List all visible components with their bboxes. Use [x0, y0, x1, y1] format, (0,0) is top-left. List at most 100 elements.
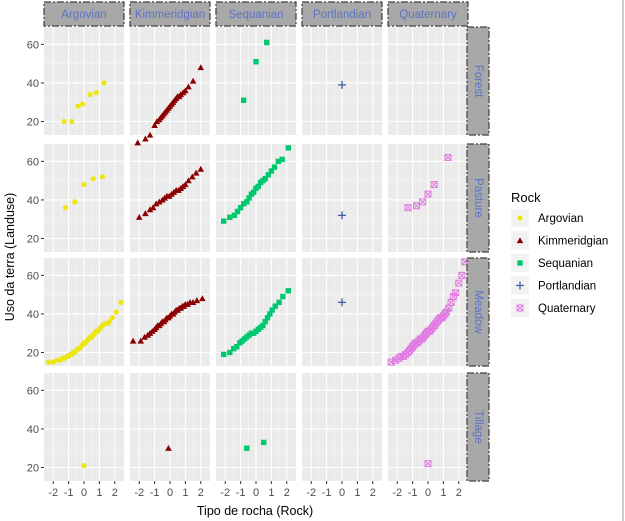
data-point	[99, 174, 106, 180]
facet-panel	[130, 258, 210, 366]
data-point	[189, 299, 197, 305]
data-point	[262, 176, 268, 182]
data-point	[231, 212, 238, 219]
data-point	[90, 176, 96, 182]
data-point	[285, 288, 292, 294]
strip-box	[129, 1, 211, 27]
legend-marker	[516, 281, 524, 290]
data-point	[72, 199, 78, 205]
data-point	[272, 303, 278, 309]
data-point	[87, 91, 93, 98]
x-tick-label: 1	[354, 487, 360, 499]
legend-label: Portlandian	[538, 281, 596, 293]
strip-label: Portlandian	[313, 9, 371, 21]
legend-marker	[516, 304, 524, 312]
data-point	[101, 80, 107, 86]
series-argovian	[46, 80, 124, 469]
y-tick-label: 60	[27, 156, 39, 168]
y-tick-label: 20	[27, 234, 39, 246]
facet-panel	[216, 258, 296, 366]
data-point	[142, 135, 149, 142]
strip-box	[301, 1, 383, 27]
facet-strip-quaternary: Quaternary	[387, 1, 469, 27]
data-point	[338, 80, 346, 89]
legend-key	[511, 209, 529, 227]
data-point	[268, 168, 275, 174]
data-point	[182, 87, 189, 94]
facet-panels	[44, 27, 469, 481]
data-point	[189, 77, 197, 84]
data-point	[193, 297, 201, 304]
strip-box	[466, 143, 490, 253]
data-point	[234, 208, 241, 215]
x-axis-title: Tipo de rocha (Rock)	[197, 504, 313, 518]
data-point	[276, 299, 282, 306]
data-point	[262, 318, 268, 325]
data-point	[146, 131, 154, 138]
data-point	[113, 309, 119, 315]
strip-label: Kimmeridgian	[135, 9, 205, 21]
x-tick-label: 0	[81, 487, 87, 499]
facet-strip-pasture: Pasture	[466, 143, 490, 253]
x-tick-label: -2	[48, 487, 58, 499]
facet-panel	[44, 258, 124, 366]
data-point	[452, 289, 460, 297]
facet-panel	[216, 27, 296, 135]
series-quaternary	[387, 154, 469, 468]
data-point	[134, 139, 141, 146]
facet-panel	[130, 373, 210, 481]
data-point	[106, 319, 112, 325]
data-point	[246, 195, 252, 201]
strip-box	[466, 372, 490, 482]
strip-label: Forest	[472, 65, 484, 98]
series-kimmeridgian	[129, 64, 206, 451]
x-tick-label: 1	[182, 487, 188, 499]
data-point	[424, 190, 432, 198]
data-point	[279, 156, 285, 163]
data-point	[458, 271, 466, 279]
data-point	[79, 101, 86, 107]
data-point	[151, 122, 158, 128]
x-tick-label: -1	[236, 487, 246, 499]
facet-panel	[130, 27, 210, 135]
series-portlandian	[338, 80, 346, 307]
data-point	[182, 181, 189, 188]
data-point	[338, 211, 346, 220]
x-tick-label: -1	[64, 487, 74, 499]
data-point	[46, 359, 52, 365]
data-point	[234, 344, 240, 350]
data-point	[227, 349, 233, 356]
data-point	[240, 97, 247, 103]
data-point	[62, 205, 69, 211]
legend-title: Rock	[511, 190, 541, 205]
x-tick-label: 0	[253, 487, 259, 499]
x-tick-label: 2	[284, 487, 290, 499]
legend-marker	[516, 237, 524, 244]
data-point	[430, 181, 438, 188]
facet-strip-kimmeridgian: Kimmeridgian	[129, 1, 211, 27]
data-point	[419, 198, 427, 206]
facet-strip-sequanian: Sequanian	[215, 1, 297, 27]
x-tick-label: -1	[408, 487, 418, 499]
y-tick-label: 20	[27, 463, 39, 475]
legend-key	[511, 254, 529, 272]
strip-box	[215, 1, 297, 27]
x-tick-label: -2	[392, 487, 402, 499]
facet-strip-argovian: Argovian	[43, 1, 125, 27]
data-point	[220, 351, 227, 358]
x-tick-label: 2	[112, 487, 118, 499]
y-tick-label: 40	[27, 195, 39, 207]
y-tick-label: 20	[27, 348, 39, 360]
data-point	[269, 307, 275, 313]
legend-label: Quaternary	[538, 303, 596, 315]
data-point	[260, 439, 267, 446]
data-point	[424, 460, 432, 468]
legend-marker	[517, 215, 523, 221]
legend-marker	[517, 260, 523, 266]
x-tick-label: 0	[167, 487, 173, 499]
data-point	[244, 445, 250, 451]
x-tick-label: -1	[322, 487, 332, 499]
data-point	[149, 204, 157, 211]
data-point	[118, 299, 124, 305]
